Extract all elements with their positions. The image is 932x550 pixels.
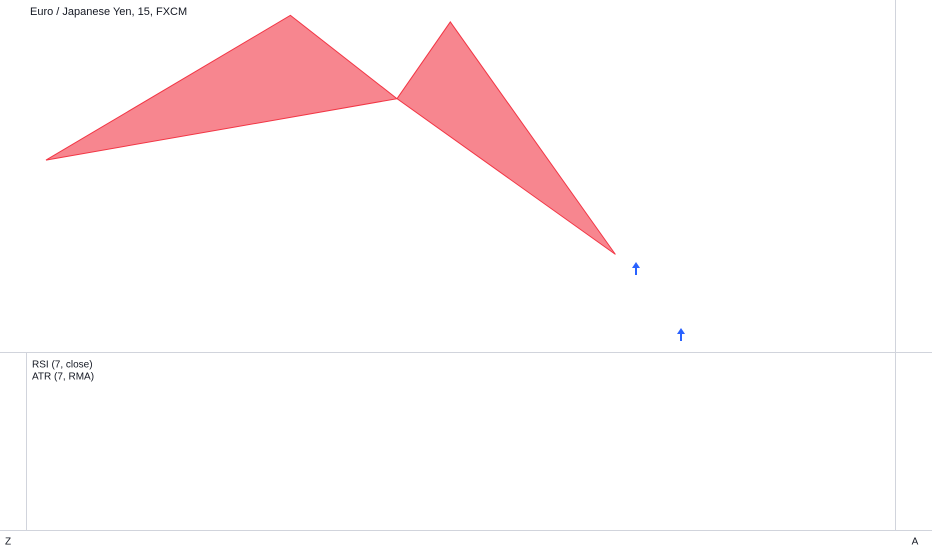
legend-entry: ATR (7, RMA) [32, 372, 94, 383]
marks [45, 14, 616, 255]
pattern-area [45, 14, 399, 161]
corner-label: A [912, 537, 919, 548]
signal-arrow [632, 262, 640, 275]
signal-arrow [677, 328, 685, 341]
legend-entry: RSI (7, close) [32, 360, 93, 371]
corner-label: Z [5, 537, 11, 548]
pattern-area [396, 21, 616, 255]
chart-title: Euro / Japanese Yen, 15, FXCM [30, 6, 187, 18]
